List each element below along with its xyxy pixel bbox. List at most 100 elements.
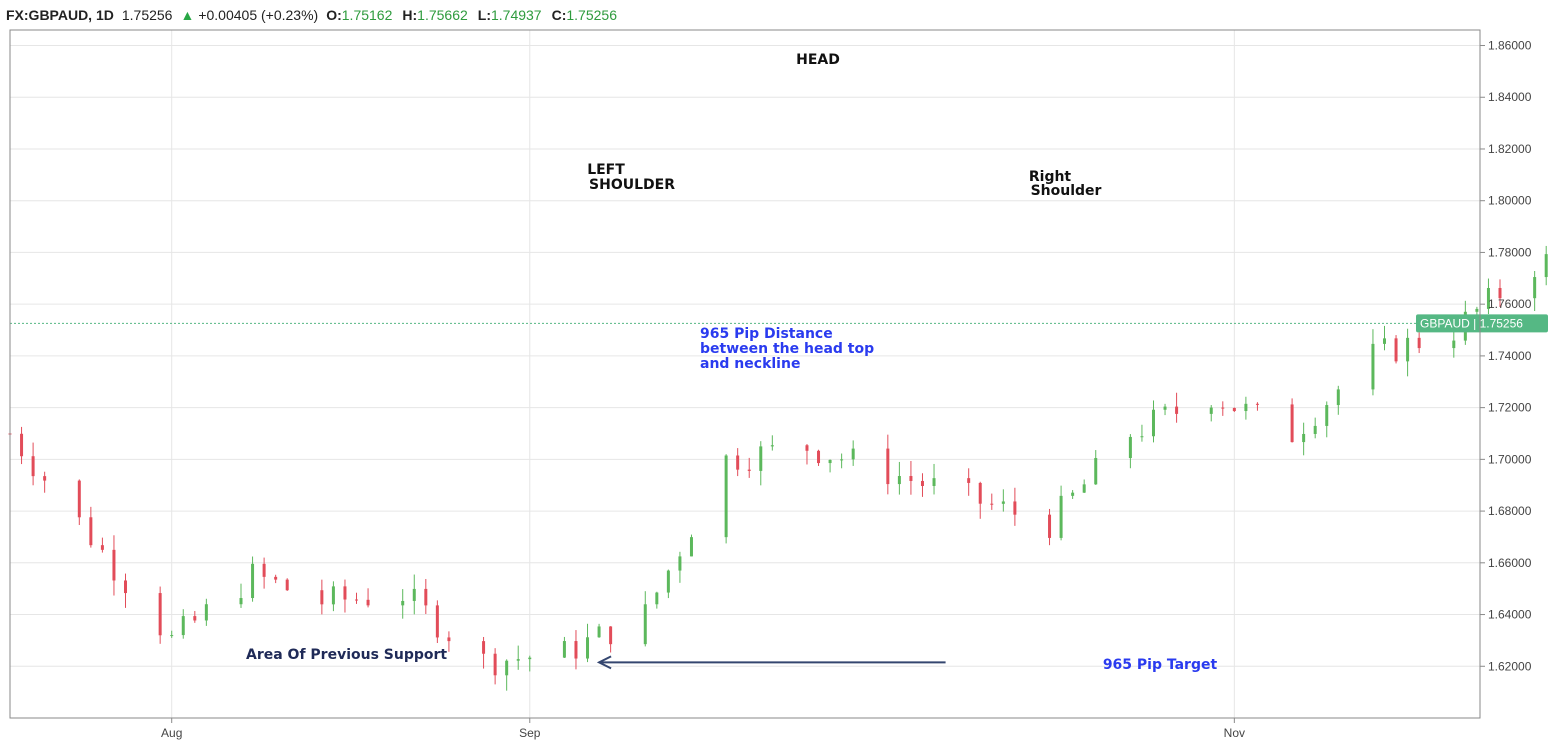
y-tick-label: 1.86000 <box>1488 39 1532 53</box>
candle-body <box>366 599 370 606</box>
candle-body <box>239 598 243 605</box>
candle-body <box>990 503 994 505</box>
high-label: H: <box>402 7 418 23</box>
open-label: O: <box>326 7 342 23</box>
candle-body <box>805 445 809 451</box>
candle-body <box>285 579 289 591</box>
last-price-badge-text: GBPAUD | 1.75256 <box>1420 316 1523 330</box>
candle-body <box>1128 436 1132 459</box>
candle-body <box>401 600 405 606</box>
candle-body <box>747 469 751 471</box>
candle-body <box>1255 403 1259 405</box>
y-tick-label: 1.84000 <box>1488 90 1532 104</box>
candle-body <box>1140 436 1144 438</box>
candle-body <box>1382 338 1386 344</box>
low-value: 1.74937 <box>490 7 542 23</box>
candle-body <box>1498 287 1502 299</box>
candle-body <box>320 590 324 605</box>
candle-body <box>759 446 763 471</box>
candle-body <box>1013 501 1017 515</box>
candle-body <box>770 445 774 447</box>
candle-body <box>586 637 590 659</box>
candle-body <box>932 478 936 486</box>
candle-body <box>1290 404 1294 443</box>
pip-target-label: 965 Pip Target <box>1103 657 1218 673</box>
candle-body <box>1221 407 1225 409</box>
candle-body <box>31 456 35 477</box>
candle-body <box>124 580 128 594</box>
candle-body <box>262 563 266 577</box>
chart-frame <box>9 29 1481 719</box>
x-tick-label: Aug <box>161 726 182 740</box>
candle-body <box>574 641 578 659</box>
candle-body <box>1417 337 1421 349</box>
candle-body <box>597 626 601 638</box>
candle-body <box>1313 425 1317 434</box>
last-price: 1.75256 <box>121 7 173 23</box>
close-value: 1.75256 <box>566 7 617 23</box>
candle-body <box>1325 405 1329 426</box>
candle-body <box>1244 403 1248 412</box>
candle-body <box>1232 407 1236 412</box>
x-tick-label: Sep <box>519 726 541 740</box>
up-triangle-icon: ▲ <box>180 7 195 23</box>
candle-body <box>77 480 81 518</box>
candle-body <box>1151 409 1155 437</box>
pip-distance-label-1: 965 Pip Distance <box>700 326 833 342</box>
candle-body <box>447 637 451 642</box>
candle-body <box>89 517 93 546</box>
price-axis[interactable]: 1.86000 1.84000 1.82000 1.80000 1.78000 1.760… <box>1480 39 1532 674</box>
candle-body <box>1406 337 1410 362</box>
candle-body <box>1175 406 1179 414</box>
y-tick-label: 1.72000 <box>1488 401 1532 415</box>
candle-body <box>609 626 613 645</box>
candle-body <box>817 450 821 464</box>
candle-body <box>1533 277 1537 299</box>
candle-body <box>1452 340 1456 349</box>
candle-body <box>528 657 532 660</box>
high-value: 1.75662 <box>417 7 468 23</box>
candle-body <box>412 588 416 601</box>
symbol-name: FX:GBPAUD, 1D <box>6 7 114 23</box>
y-tick-label: 1.74000 <box>1488 349 1532 363</box>
time-axis[interactable]: AugSepNov2018FebAprJunAugSepNov <box>161 718 1550 740</box>
candle-body <box>493 653 497 676</box>
candle-body <box>1486 287 1490 309</box>
right-shoulder-label-1: Right <box>1029 169 1072 185</box>
candle-body <box>251 563 255 599</box>
candle-body <box>204 604 208 621</box>
candle-body <box>1394 338 1398 362</box>
pip-distance-label-3: and neckline <box>700 356 800 372</box>
close-label: C: <box>551 7 567 23</box>
low-label: L: <box>477 7 491 23</box>
candle-body <box>20 433 24 457</box>
candle-body <box>886 448 890 485</box>
candle-body <box>1336 389 1340 406</box>
y-tick-label: 1.68000 <box>1488 504 1532 518</box>
right-shoulder-label-2: Shoulder <box>1031 183 1102 199</box>
y-tick-label: 1.76000 <box>1488 297 1532 311</box>
y-tick-label: 1.64000 <box>1488 608 1532 622</box>
candle-body <box>505 660 509 676</box>
candle-body <box>643 604 647 645</box>
y-tick-label: 1.62000 <box>1488 659 1532 673</box>
candle-body <box>967 478 971 483</box>
candle-body <box>193 616 197 621</box>
candle-body <box>840 459 844 461</box>
y-tick-label: 1.82000 <box>1488 142 1532 156</box>
candle-body <box>1163 406 1167 410</box>
candle-body <box>1071 492 1075 496</box>
y-tick-label: 1.70000 <box>1488 452 1532 466</box>
candle-body <box>736 455 740 470</box>
candle-body <box>666 570 670 593</box>
support-label: Area Of Previous Support <box>246 647 447 663</box>
candle-body <box>435 605 439 638</box>
left-shoulder-label-1: LEFT <box>587 162 625 178</box>
candle-body <box>343 586 347 600</box>
candle-body <box>424 588 428 606</box>
price-change: +0.00405 (+0.23%) <box>198 7 319 23</box>
left-shoulder-label-2: SHOULDER <box>589 177 675 193</box>
candle-body <box>170 635 174 637</box>
candle-body <box>1475 308 1479 312</box>
